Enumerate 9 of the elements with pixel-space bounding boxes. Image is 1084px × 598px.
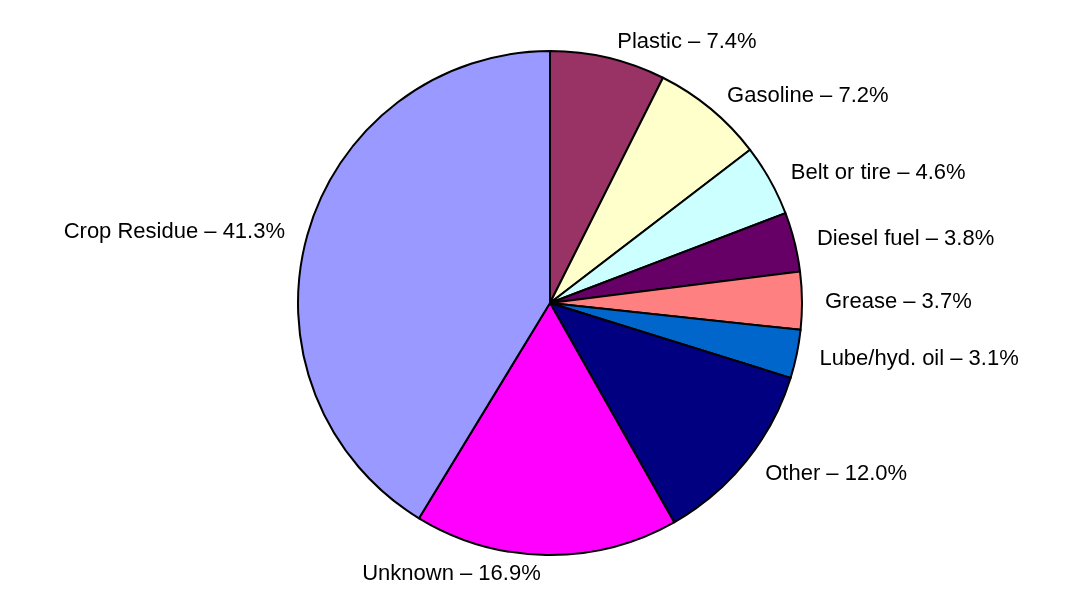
slice-label: Grease – 3.7% [824, 287, 972, 313]
slice-label: Crop Residue – 41.3% [63, 217, 286, 243]
slice-label: Other – 12.0% [765, 459, 908, 485]
slice-label: Lube/hyd. oil – 3.1% [819, 345, 1019, 371]
slice-label: Diesel fuel – 3.8% [816, 225, 995, 250]
slice-label: Plastic – 7.4% [617, 27, 757, 53]
slice-label: Belt or tire – 4.6% [790, 158, 966, 184]
slice-label: Unknown – 16.9% [362, 560, 541, 586]
slice-label: Gasoline – 7.2% [727, 82, 889, 108]
